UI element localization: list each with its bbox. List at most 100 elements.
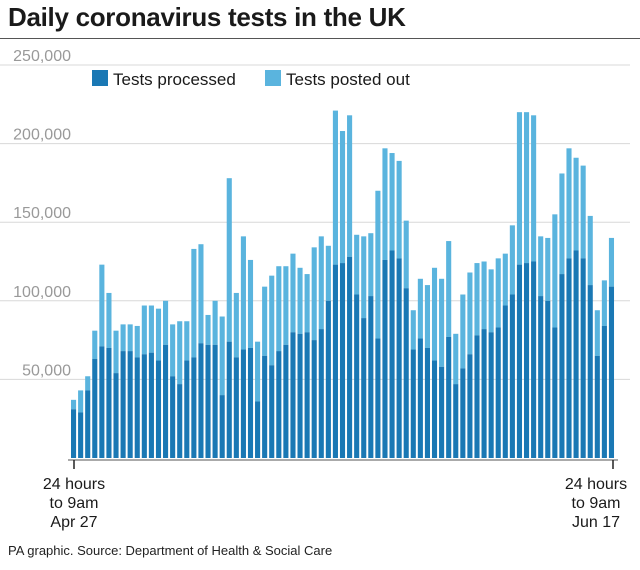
bar-tests-posted-out <box>516 112 523 265</box>
y-tick-label: 250,000 <box>13 48 71 65</box>
bar-tests-processed <box>587 285 593 458</box>
bar-tests-processed <box>141 354 147 458</box>
source-note: PA graphic. Source: Department of Health… <box>8 543 333 558</box>
bars <box>71 110 615 458</box>
bar-tests-posted-out <box>396 160 402 259</box>
bar-tests-processed <box>71 409 77 458</box>
bar-tests-processed <box>573 250 579 458</box>
bar-tests-processed <box>290 332 296 458</box>
bar-tests-processed <box>262 355 268 458</box>
bar-tests-posted-out <box>113 330 119 374</box>
bar-tests-posted-out <box>155 308 162 361</box>
bar-tests-posted-out <box>304 274 310 333</box>
bar-tests-posted-out <box>205 314 211 345</box>
bar-tests-processed <box>134 357 140 458</box>
bar-tests-posted-out <box>601 280 607 326</box>
bar-tests-posted-out <box>431 267 438 361</box>
bar-tests-posted-out <box>240 236 246 350</box>
bar-tests-posted-out <box>247 259 254 348</box>
bar-tests-processed <box>318 329 324 458</box>
bar-tests-posted-out <box>78 390 84 413</box>
bar-tests-posted-out <box>481 261 487 330</box>
bar-tests-processed <box>566 258 572 458</box>
bar-tests-processed <box>177 384 183 458</box>
bar-tests-posted-out <box>212 300 218 345</box>
legend-label-posted: Tests posted out <box>286 70 410 89</box>
bar-tests-posted-out <box>325 245 331 301</box>
bar-tests-posted-out <box>226 178 232 342</box>
bar-tests-processed <box>601 325 607 458</box>
bar-tests-processed <box>375 338 381 458</box>
bar-tests-posted-out <box>509 225 515 295</box>
bar-tests-processed <box>120 351 126 458</box>
bar-tests-processed <box>361 318 367 458</box>
bar-tests-processed <box>212 344 218 458</box>
bar-tests-processed <box>474 335 480 458</box>
bar-tests-processed <box>283 344 289 458</box>
bar-tests-processed <box>311 340 317 458</box>
bar-tests-processed <box>155 360 162 458</box>
bar-tests-processed <box>481 329 487 458</box>
bar-tests-processed <box>269 365 275 458</box>
bar-tests-processed <box>446 336 452 458</box>
title-divider <box>0 38 640 39</box>
bar-tests-posted-out <box>424 285 430 348</box>
bar-tests-processed <box>488 332 494 458</box>
bar-tests-processed <box>106 347 112 458</box>
bar-tests-posted-out <box>163 300 169 345</box>
bar-tests-processed <box>424 347 430 458</box>
bar-tests-processed <box>332 264 338 458</box>
bar-tests-posted-out <box>538 236 544 297</box>
bar-tests-posted-out <box>233 292 239 358</box>
bar-tests-posted-out <box>255 341 261 402</box>
bar-tests-processed <box>431 360 438 458</box>
bar-tests-processed <box>163 344 169 458</box>
bar-tests-processed <box>354 294 360 458</box>
bar-tests-posted-out <box>552 214 558 328</box>
bar-tests-processed <box>531 261 537 458</box>
x-end-label-line-2: to 9am <box>572 495 621 512</box>
bar-tests-processed <box>559 274 565 458</box>
bar-tests-processed <box>439 366 445 458</box>
x-start-label-line-2: to 9am <box>50 495 99 512</box>
bar-tests-processed <box>410 349 416 458</box>
chart-title: Daily coronavirus tests in the UK <box>8 2 406 32</box>
bar-tests-posted-out <box>439 278 445 367</box>
bar-tests-processed <box>347 256 353 458</box>
bar-tests-processed <box>389 250 395 458</box>
bar-tests-processed <box>276 351 282 458</box>
bar-tests-posted-out <box>495 258 501 328</box>
bar-tests-posted-out <box>290 253 296 333</box>
bar-tests-posted-out <box>566 148 572 259</box>
y-tick-label: 100,000 <box>13 284 71 301</box>
bar-tests-processed <box>516 264 523 458</box>
bar-tests-processed <box>460 368 466 458</box>
bar-tests-posted-out <box>368 233 374 297</box>
bar-tests-processed <box>191 357 197 458</box>
bar-tests-processed <box>304 332 310 458</box>
bar-tests-processed <box>247 347 254 458</box>
bar-tests-posted-out <box>141 305 147 355</box>
bar-tests-posted-out <box>594 310 600 356</box>
bar-tests-processed <box>580 258 586 458</box>
bar-tests-posted-out <box>99 264 105 347</box>
bar-tests-processed <box>219 395 225 458</box>
y-tick-label: 150,000 <box>13 205 71 222</box>
y-tick-label: 50,000 <box>22 362 71 379</box>
bar-tests-processed <box>552 327 558 458</box>
bar-tests-posted-out <box>191 248 197 358</box>
bar-tests-processed <box>509 294 515 458</box>
bar-tests-processed <box>594 355 600 458</box>
bar-tests-posted-out <box>545 237 551 301</box>
bar-tests-processed <box>545 300 551 458</box>
bar-tests-posted-out <box>106 292 112 348</box>
y-tick-labels: 50,000 100,000 150,000 200,000 250,000 <box>13 48 71 379</box>
bar-tests-posted-out <box>417 278 423 339</box>
bar-tests-processed <box>339 263 346 458</box>
bar-tests-processed <box>538 296 544 458</box>
bar-tests-posted-out <box>573 157 579 251</box>
bar-tests-posted-out <box>297 267 303 334</box>
bar-tests-posted-out <box>177 321 183 385</box>
bar-tests-processed <box>368 296 374 458</box>
bar-tests-posted-out <box>446 241 452 337</box>
